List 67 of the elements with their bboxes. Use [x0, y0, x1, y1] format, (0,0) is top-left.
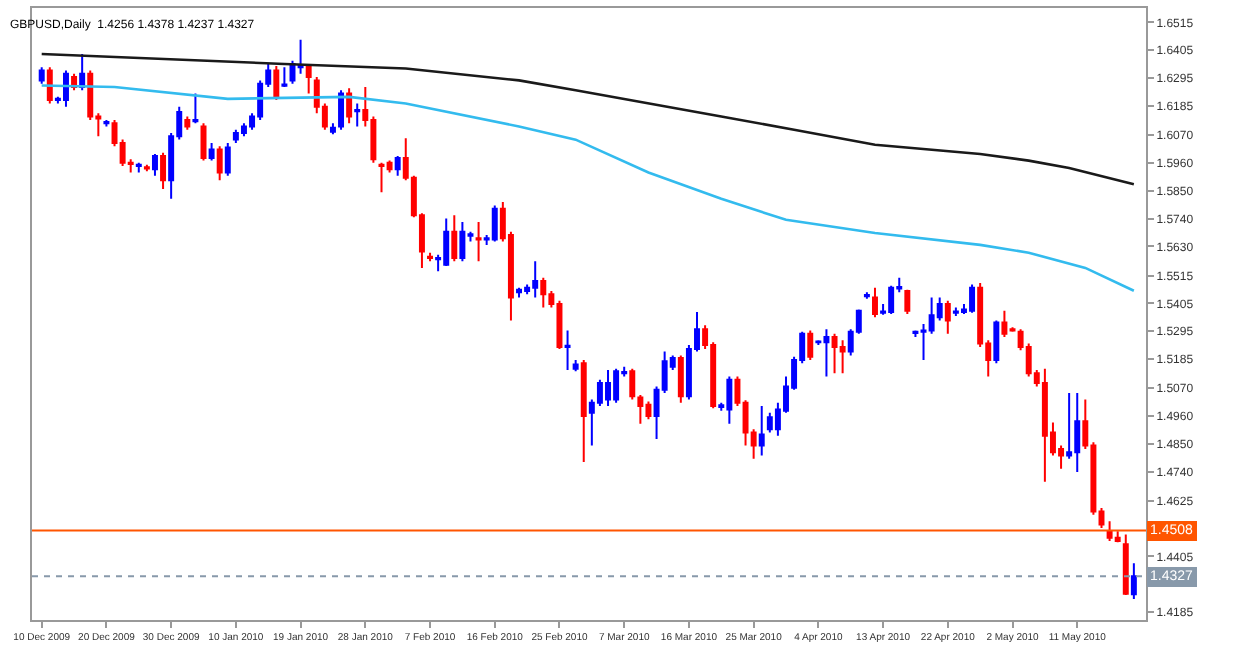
candlestick — [281, 66, 288, 88]
candlestick — [516, 286, 522, 299]
candlestick — [208, 141, 215, 162]
candlestick — [491, 204, 498, 243]
candlestick — [872, 286, 878, 319]
candlestick — [1130, 562, 1137, 600]
candlestick — [888, 284, 895, 315]
candlestick — [151, 153, 158, 177]
candlestick — [103, 118, 110, 128]
candlestick — [378, 161, 385, 194]
candlestick — [354, 102, 361, 128]
candlestick — [1074, 391, 1081, 473]
candlestick — [135, 161, 142, 174]
candlestick — [993, 319, 1000, 365]
candlestick — [216, 145, 223, 182]
candlestick — [629, 367, 636, 401]
candlestick — [904, 288, 911, 315]
candlestick — [459, 220, 466, 263]
candlestick — [1122, 533, 1129, 596]
candlestick — [200, 122, 207, 162]
candlestick — [38, 66, 45, 85]
candlestick — [807, 329, 814, 362]
candlestick — [1041, 367, 1048, 483]
candlestick — [475, 220, 482, 263]
candlestick — [224, 141, 231, 177]
candlestick — [613, 367, 620, 404]
candlestick — [273, 64, 280, 102]
candlestick — [63, 69, 69, 108]
candlestick — [184, 115, 191, 131]
candlestick — [443, 217, 450, 267]
candlestick — [1106, 520, 1113, 543]
line-series — [40, 84, 1136, 293]
candlestick — [143, 163, 150, 173]
line-series — [40, 52, 1136, 186]
candlestick — [831, 332, 838, 375]
candlestick — [329, 122, 336, 136]
candlestick — [605, 368, 611, 408]
candlestick — [758, 405, 765, 457]
candlestick — [305, 64, 312, 95]
candlestick — [451, 214, 458, 263]
candlestick — [160, 151, 167, 190]
candlestick — [823, 328, 830, 378]
candlestick — [944, 299, 951, 335]
candlestick — [564, 329, 571, 371]
candlestick — [726, 375, 733, 425]
candlestick — [192, 92, 199, 125]
candlestick — [79, 53, 86, 92]
candlestick — [346, 87, 353, 125]
candlestick — [46, 66, 53, 105]
candlestick — [572, 359, 579, 373]
candlestick — [677, 354, 684, 404]
candlestick — [394, 155, 401, 177]
candlestick — [839, 339, 846, 375]
candlestick — [338, 89, 345, 131]
candlestick — [952, 306, 959, 318]
candlestick — [1001, 309, 1008, 339]
candlestick — [427, 251, 434, 263]
candlestick — [645, 400, 652, 421]
candlestick — [863, 291, 870, 300]
candlestick — [580, 359, 587, 464]
candlestick — [766, 411, 773, 434]
candlestick — [532, 260, 539, 299]
candlestick — [232, 128, 239, 144]
candlestick — [637, 394, 644, 425]
candlestick — [556, 299, 563, 350]
candlestick — [969, 283, 976, 314]
candlestick — [540, 276, 547, 309]
